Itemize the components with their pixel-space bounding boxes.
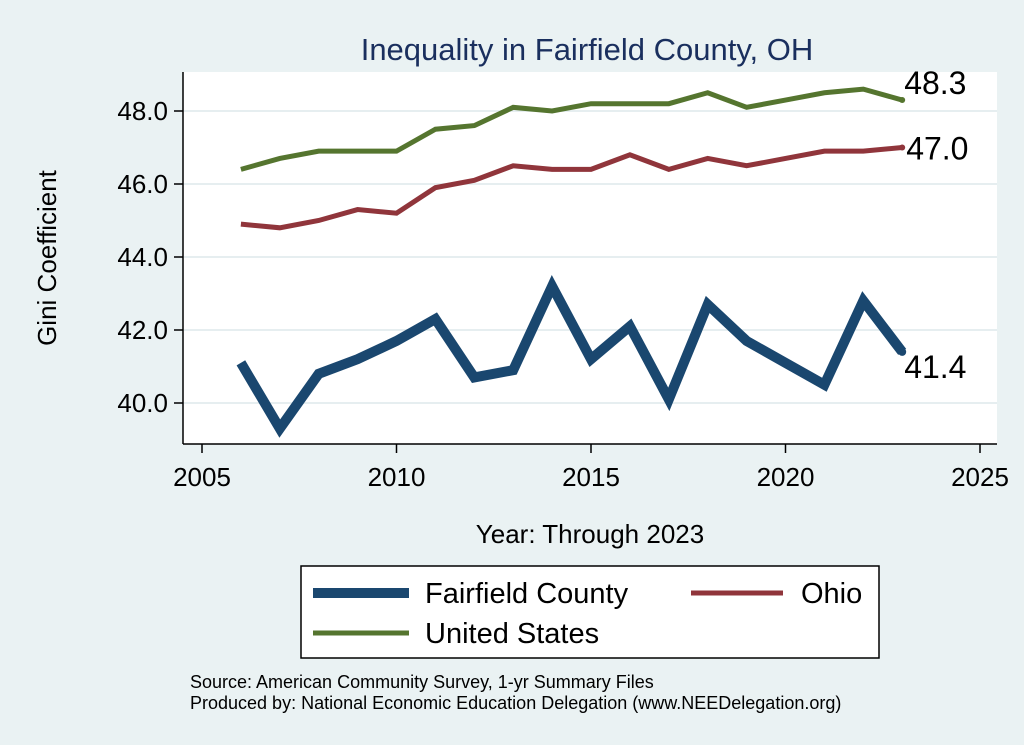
x-tick-label: 2010 [368, 462, 426, 492]
end-point-ohio [899, 144, 906, 151]
x-axis-ticks: 2005 2010 2015 2020 2025 [173, 444, 1009, 492]
series-line-united-states [240, 86, 903, 172]
y-tick-label: 44.0 [117, 242, 168, 272]
end-label-fairfield-county: 41.4 [904, 349, 966, 385]
source-note: Source: American Community Survey, 1-yr … [190, 672, 654, 692]
end-labels: 48.3 47.0 41.4 [904, 65, 968, 385]
producer-note: Produced by: National Economic Education… [190, 693, 841, 713]
legend-box [300, 565, 880, 659]
y-tick-label: 48.0 [117, 96, 168, 126]
y-axis-ticks: 40.0 42.0 44.0 46.0 48.0 [117, 96, 183, 418]
legend-label-ohio: Ohio [801, 578, 862, 610]
chart-title: Inequality in Fairfield County, OH [361, 32, 814, 67]
x-axis-title: Year: Through 2023 [476, 519, 704, 549]
end-label-united-states: 48.3 [904, 65, 966, 101]
end-point-fairfield-county [898, 347, 907, 356]
x-tick-label: 2015 [562, 462, 620, 492]
legend-label-fairfield-county: Fairfield County [425, 578, 629, 610]
end-point-united-states [899, 97, 906, 104]
legend: Fairfield County Ohio United States [300, 565, 880, 659]
series-line-fairfield-county [236, 274, 907, 438]
series-layer [236, 86, 907, 438]
series-line-ohio [240, 145, 903, 231]
y-tick-label: 42.0 [117, 315, 168, 345]
x-tick-label: 2020 [757, 462, 815, 492]
gridlines [183, 110, 997, 404]
y-tick-label: 40.0 [117, 388, 168, 418]
y-tick-label: 46.0 [117, 169, 168, 199]
end-label-ohio: 47.0 [906, 131, 968, 167]
y-axis-title: Gini Coefficient [32, 169, 62, 346]
x-tick-label: 2025 [951, 462, 1009, 492]
legend-label-united-states: United States [425, 618, 599, 650]
x-tick-label: 2005 [173, 462, 231, 492]
